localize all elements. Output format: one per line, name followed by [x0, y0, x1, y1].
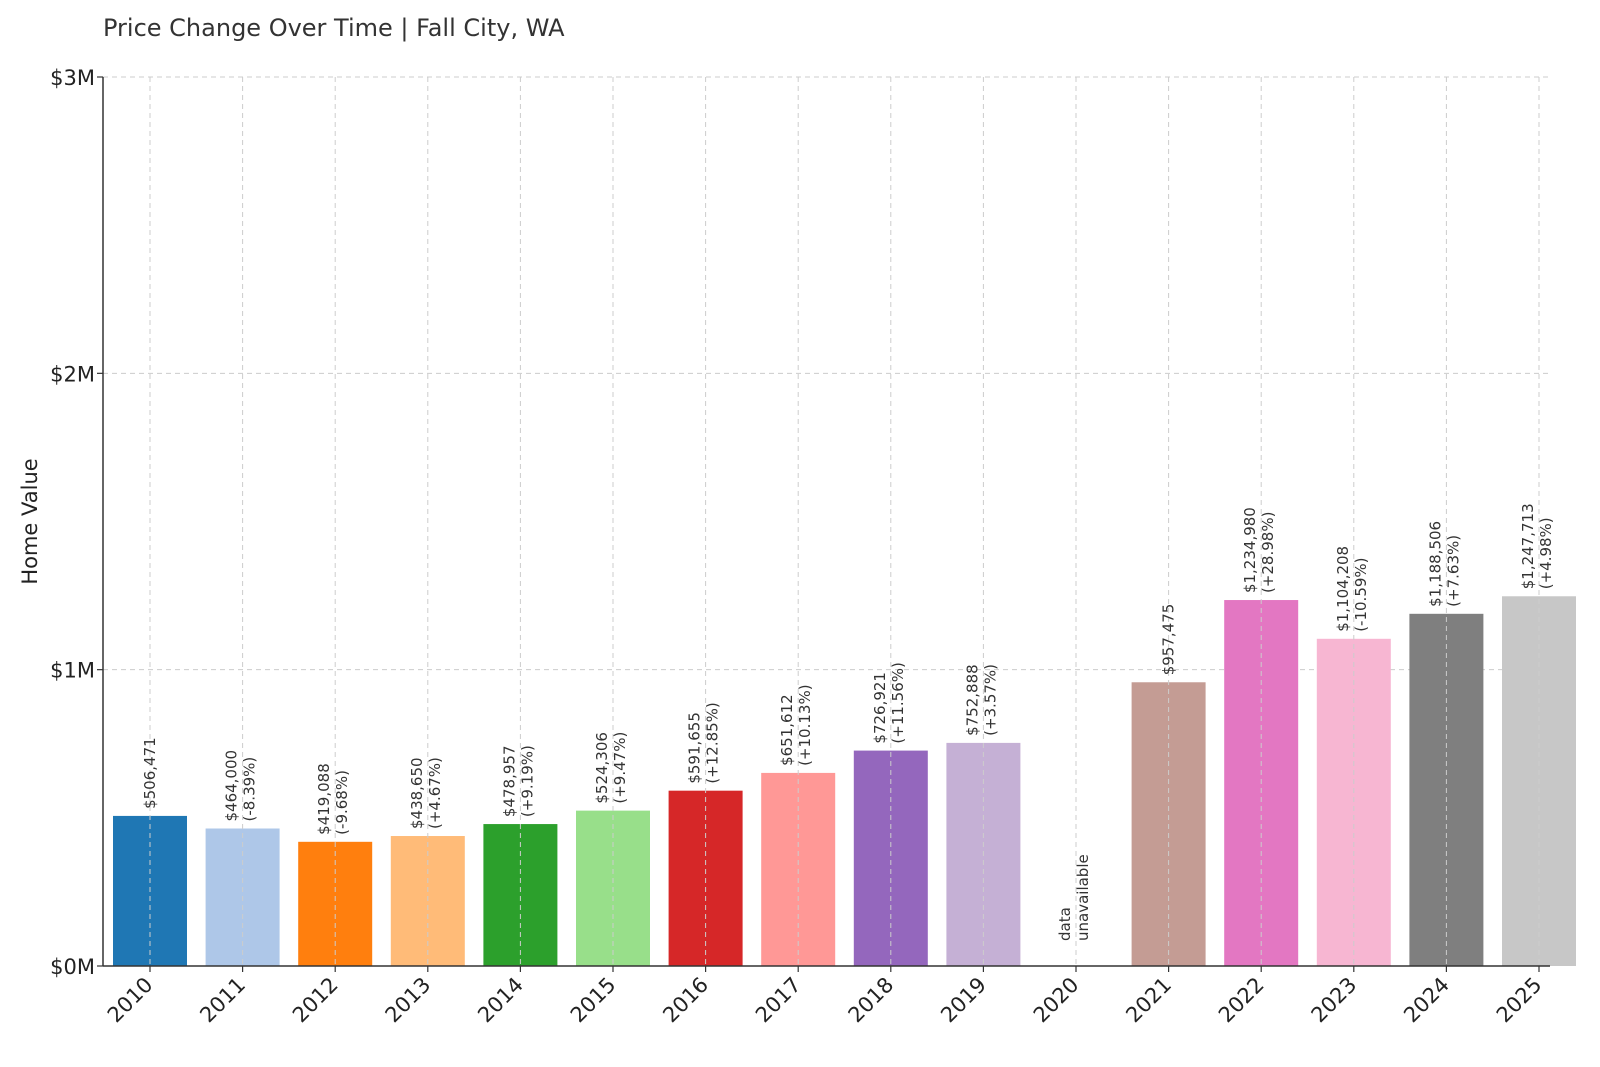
- missing-data-label: unavailable: [1074, 854, 1092, 941]
- x-tick-label: 2021: [1121, 973, 1176, 1028]
- x-tick-label: 2017: [751, 973, 806, 1028]
- x-tick-label: 2018: [844, 973, 899, 1028]
- x-tick-label: 2025: [1492, 973, 1547, 1028]
- value-label: $651,612: [778, 694, 796, 766]
- x-tick-label: 2015: [566, 973, 621, 1028]
- value-label: $419,088: [315, 763, 333, 835]
- value-label: $957,475: [1160, 604, 1178, 676]
- x-tick-label: 2010: [103, 973, 158, 1028]
- change-label: (+28.98%): [1259, 512, 1277, 593]
- x-tick-label: 2013: [381, 973, 436, 1028]
- x-tick-label: 2019: [936, 973, 991, 1028]
- change-label: (+9.47%): [611, 732, 629, 804]
- change-label: (+11.56%): [889, 662, 907, 743]
- value-label: $726,921: [871, 672, 889, 744]
- change-label: (+10.13%): [796, 684, 814, 765]
- x-tick-label: 2011: [195, 973, 250, 1028]
- change-label: (+9.19%): [518, 745, 536, 817]
- value-label: $478,957: [500, 745, 518, 817]
- change-label: (+4.67%): [426, 757, 444, 829]
- value-label: $524,306: [593, 732, 611, 804]
- chart-title: Price Change Over Time | Fall City, WA: [103, 14, 565, 42]
- value-label: $1,234,980: [1241, 507, 1259, 593]
- y-tick-label: $1M: [50, 659, 95, 683]
- value-label: $1,247,713: [1519, 503, 1537, 589]
- change-label: (-8.39%): [241, 757, 259, 822]
- change-label: (-10.59%): [1352, 557, 1370, 631]
- x-tick-label: 2012: [288, 973, 343, 1028]
- missing-data-label: data: [1056, 907, 1074, 941]
- value-label: $506,471: [141, 737, 159, 809]
- x-tick-label: 2016: [658, 973, 713, 1028]
- change-label: (-9.68%): [333, 770, 351, 835]
- value-label: $752,888: [963, 664, 981, 736]
- change-label: (+4.98%): [1537, 517, 1555, 589]
- x-tick-label: 2020: [1029, 973, 1084, 1028]
- value-label: $1,104,208: [1334, 546, 1352, 632]
- y-tick-label: $2M: [50, 362, 95, 386]
- y-tick-label: $3M: [50, 66, 95, 90]
- value-label: $591,655: [686, 712, 704, 784]
- y-tick-label: $0M: [50, 955, 95, 979]
- change-label: (+12.85%): [704, 702, 722, 783]
- value-label: $464,000: [223, 750, 241, 822]
- change-label: (+3.57%): [981, 664, 999, 736]
- value-label: $1,188,506: [1426, 521, 1444, 607]
- y-axis-label: Home Value: [18, 458, 42, 584]
- x-tick-label: 2024: [1399, 973, 1454, 1028]
- x-tick-label: 2022: [1214, 973, 1269, 1028]
- bar: [853, 750, 928, 966]
- x-tick-label: 2014: [473, 973, 528, 1028]
- x-tick-label: 2023: [1307, 973, 1362, 1028]
- change-label: (+7.63%): [1444, 535, 1462, 607]
- value-label: $438,650: [408, 757, 426, 829]
